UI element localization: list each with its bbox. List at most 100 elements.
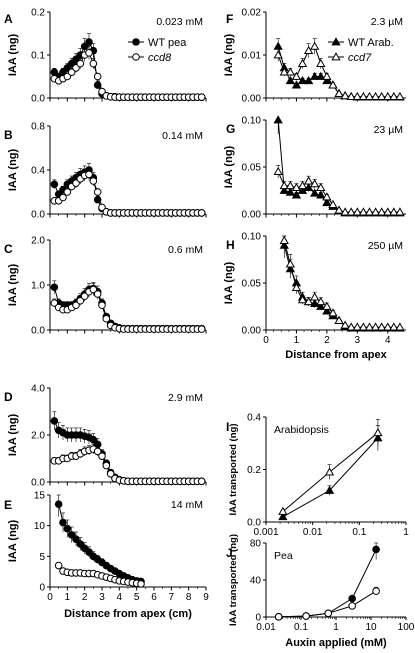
data-point <box>316 296 326 306</box>
data-point <box>303 75 314 85</box>
data-point <box>54 561 63 570</box>
data-point <box>76 59 85 68</box>
panel-g: 0.00 0.05 0.10 G 23 µM IAA (ng) <box>223 115 406 221</box>
data-point <box>322 197 332 207</box>
data-point <box>310 179 320 188</box>
data-point <box>291 71 302 80</box>
series-line <box>283 245 400 329</box>
data-point <box>85 38 93 46</box>
panel-letter: A <box>4 12 13 26</box>
x-tick-label: 100 <box>398 622 415 633</box>
panel-b: 0.0 0.4 0.8 B 0.14 mM IAA (ng) <box>4 122 207 221</box>
data-point <box>376 91 387 101</box>
concentration-label: 23 µM <box>374 124 403 136</box>
data-point <box>80 292 89 301</box>
y-axis-label: IAA (ng) <box>223 261 235 304</box>
series-ccd7 <box>279 235 405 331</box>
species-label: Pea <box>274 550 293 562</box>
y-tick-label: 2.0 <box>31 431 45 442</box>
y-tick-label: 0.8 <box>31 122 45 133</box>
data-point <box>303 45 314 55</box>
data-point <box>98 301 106 310</box>
panel-letter: H <box>226 238 235 252</box>
y-tick-label: 0.05 <box>242 279 262 290</box>
y-tick-label: 2.0 <box>31 236 45 247</box>
x-tick-label: 1 <box>403 527 409 538</box>
x-tick-label: 1 <box>333 622 339 633</box>
data-point <box>324 467 335 476</box>
x-axis-label-pea: Distance from apex (cm) <box>64 608 192 620</box>
series-wt-pea <box>50 411 206 486</box>
series-ccd8 <box>50 283 206 333</box>
y-tick-label: 4.0 <box>31 384 45 395</box>
data-point <box>316 182 326 192</box>
y-tick-label: 15 <box>34 491 46 502</box>
data-point <box>383 322 393 331</box>
y-tick-label: 0.2 <box>247 465 261 476</box>
series-ccd8 <box>50 168 206 217</box>
y-tick-label: 10 <box>34 521 46 532</box>
data-point <box>370 322 381 331</box>
x-tick-label: 1 <box>294 335 300 346</box>
panel-letter: C <box>4 242 13 256</box>
panel-letter: D <box>4 390 13 404</box>
data-point <box>285 67 296 76</box>
series-ccd8 <box>274 586 380 621</box>
data-point <box>328 308 338 317</box>
data-point <box>364 207 375 216</box>
data-point <box>383 91 393 101</box>
y-tick-label: 0.2 <box>31 8 45 19</box>
series-ccd7 <box>273 38 405 101</box>
panel-letter: E <box>4 498 12 512</box>
data-point <box>302 612 310 620</box>
x-tick-label: 8 <box>186 592 192 603</box>
data-point <box>102 314 111 323</box>
data-point <box>279 235 289 245</box>
legend-marker <box>132 53 140 61</box>
legend-item: ccd7 <box>328 52 372 64</box>
data-point <box>346 91 356 101</box>
y-axis-label: IAA (ng) <box>7 148 19 191</box>
data-point <box>348 594 356 603</box>
data-point <box>310 41 320 50</box>
y-axis-label: IAA (ng) <box>7 519 19 562</box>
y-tick-label: 0.00 <box>242 326 262 337</box>
data-point <box>278 506 288 515</box>
data-point <box>54 500 63 509</box>
panel-j: 0 40 80 0.01 0.1 1 10 100 J Pea IAA transported (n… <box>226 534 415 633</box>
data-point <box>322 71 332 80</box>
x-tick-label: 0 <box>263 335 269 346</box>
y-axis-label: IAA (ng) <box>223 145 235 188</box>
data-point <box>316 190 326 199</box>
data-point <box>291 80 302 89</box>
y-tick-label: 0.00 <box>242 210 262 221</box>
data-point <box>273 115 283 124</box>
data-point <box>285 187 296 196</box>
data-point <box>310 71 320 80</box>
series-line <box>53 420 202 482</box>
legend-label: WT pea <box>148 37 187 49</box>
data-point <box>89 435 98 444</box>
data-point <box>389 322 399 331</box>
y-tick-label: 0.10 <box>242 116 262 127</box>
panel-d: 0.0 2.0 4.0 D 2.9 mM IAA (ng) <box>4 384 207 489</box>
data-point <box>352 91 362 101</box>
data-point <box>324 485 335 494</box>
concentration-label: 0.6 mM <box>168 244 203 256</box>
data-point <box>63 188 72 196</box>
x-tick-label: 0.1 <box>294 622 308 633</box>
legend-label: WT Arab. <box>348 37 394 49</box>
y-tick-label: 80 <box>250 539 262 550</box>
data-point <box>98 452 106 460</box>
data-point <box>322 306 332 315</box>
panel-letter: I <box>226 420 229 434</box>
data-point <box>358 207 369 216</box>
data-point <box>285 259 296 268</box>
y-tick-label: 0.02 <box>242 8 262 19</box>
y-tick-label: 0.00 <box>242 94 262 105</box>
y-tick-label: 40 <box>250 576 262 587</box>
data-point <box>364 91 375 101</box>
data-point <box>291 190 302 199</box>
